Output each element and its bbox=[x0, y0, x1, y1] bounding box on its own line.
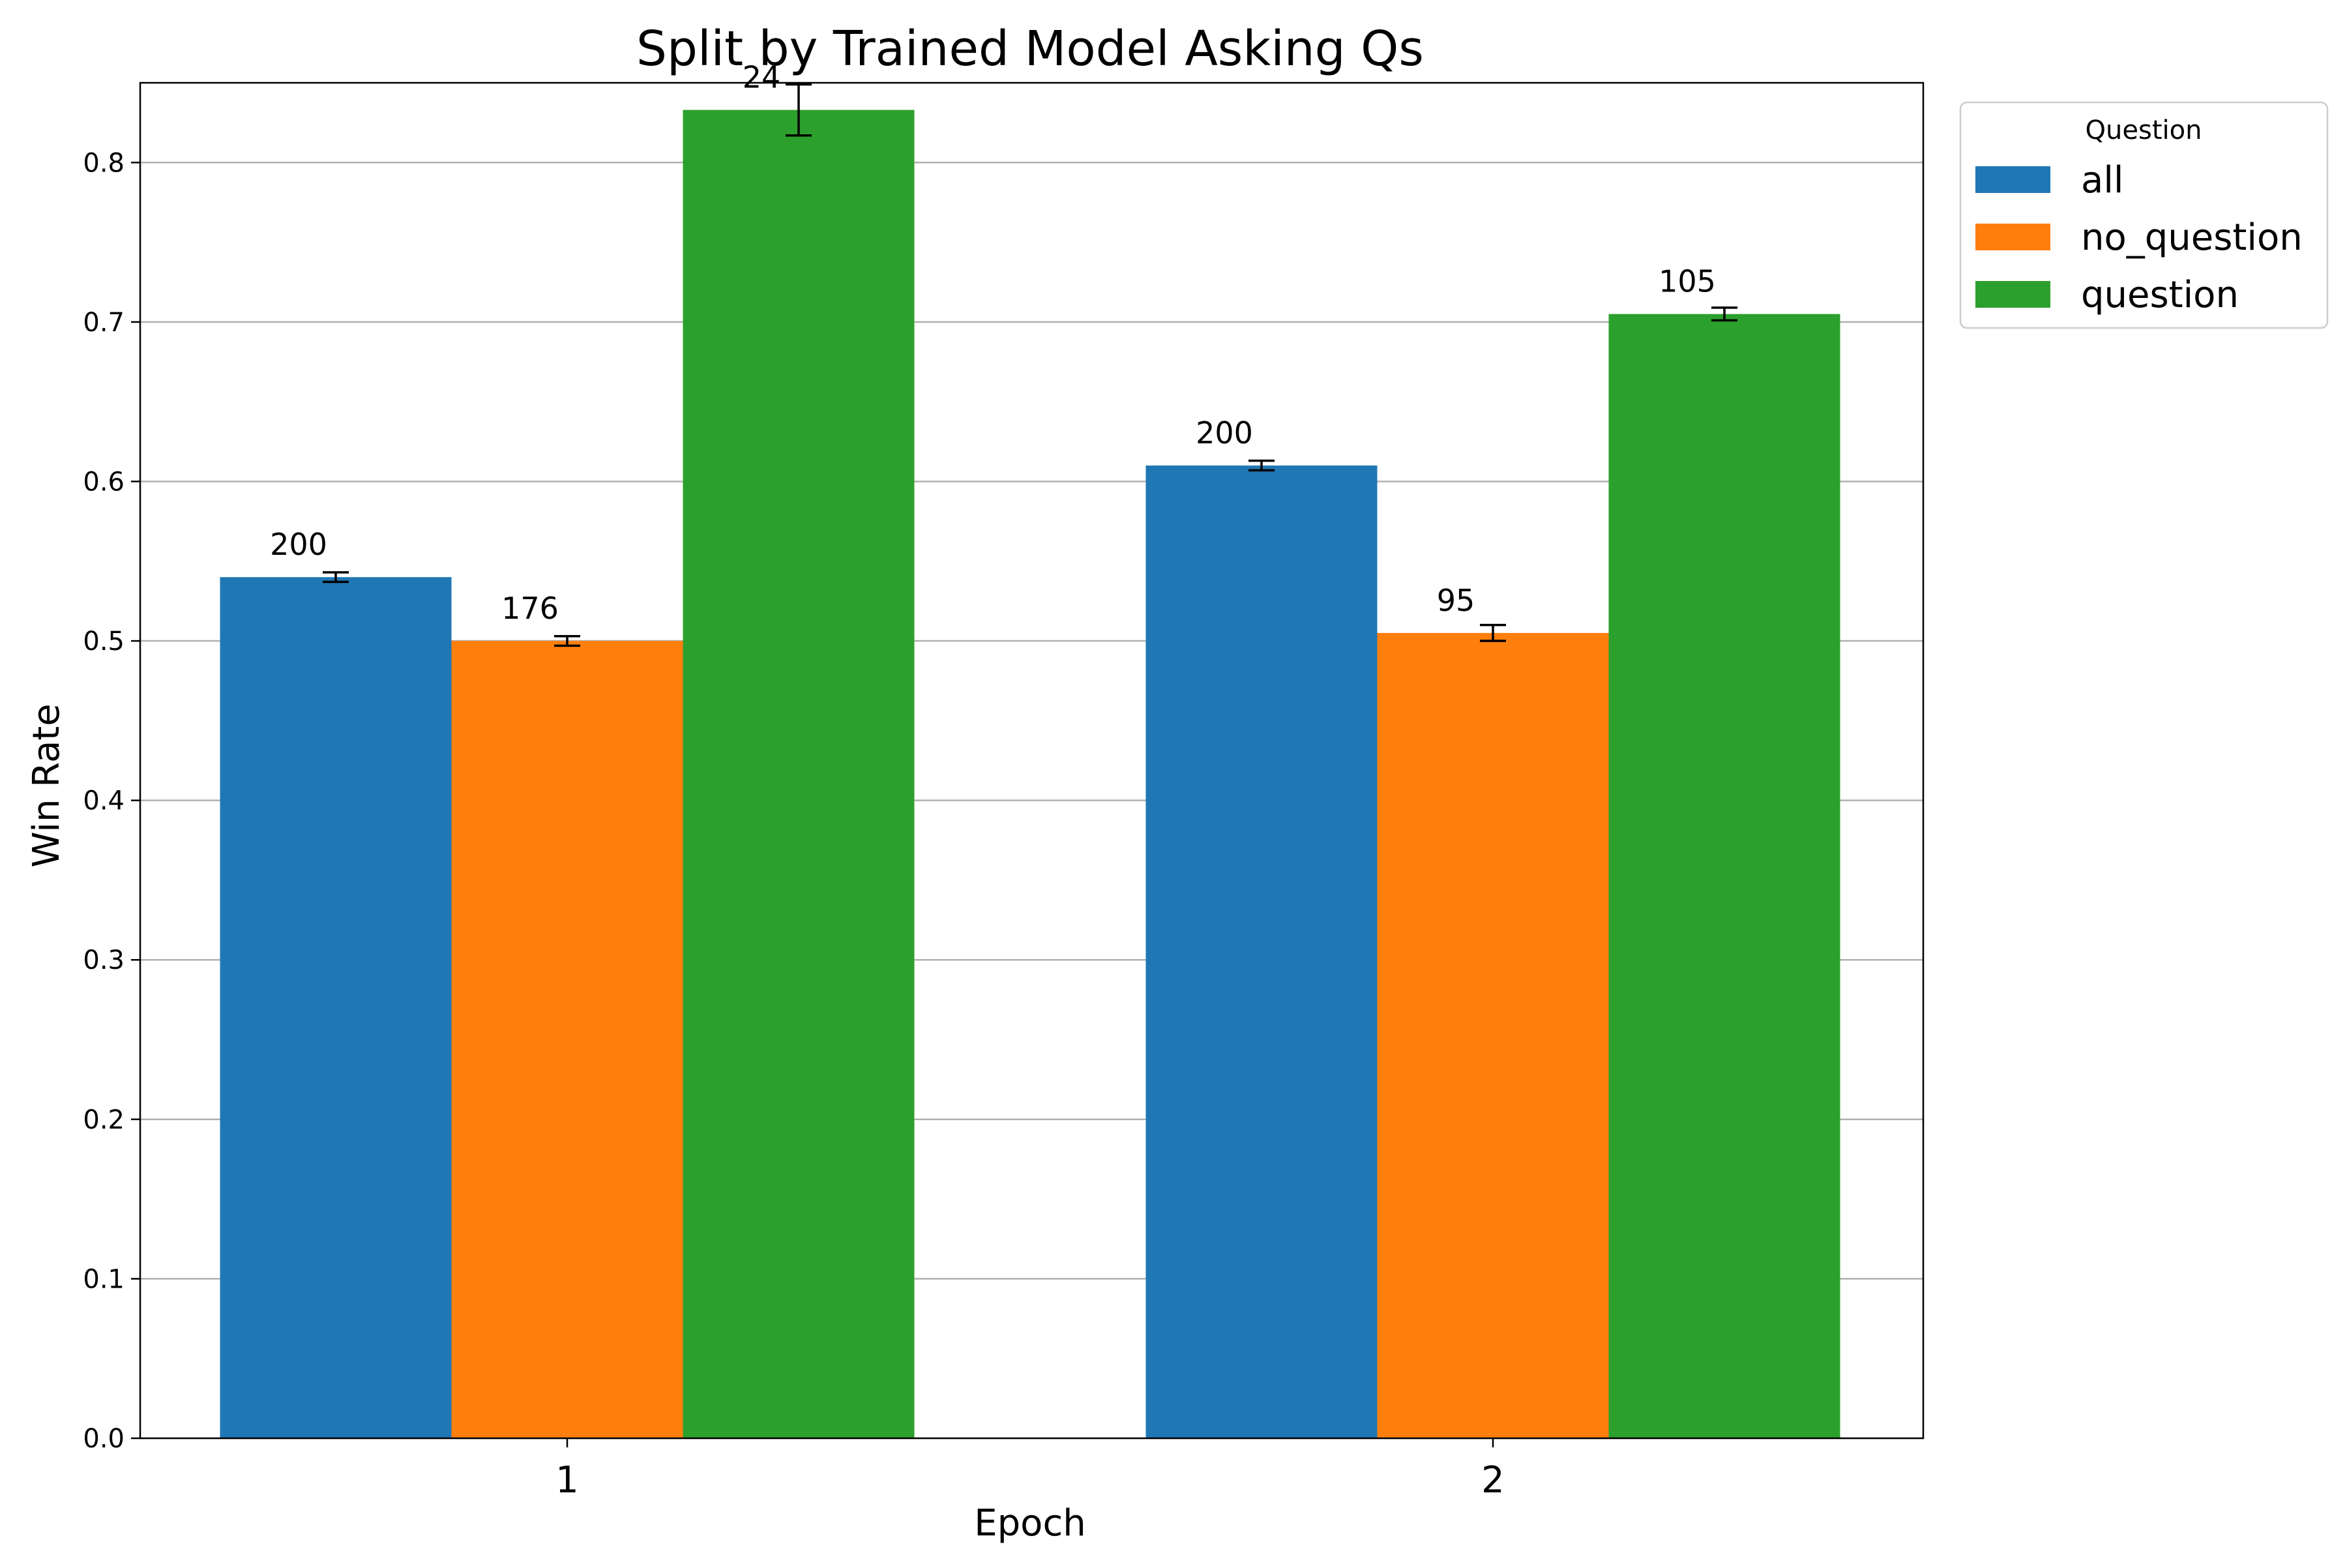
x-tick-label: 1 bbox=[555, 1459, 579, 1501]
bars bbox=[220, 110, 1840, 1439]
y-tick-label: 0.3 bbox=[83, 945, 125, 975]
x-axis-label: Epoch bbox=[974, 1502, 1085, 1545]
bar-all-2 bbox=[1145, 466, 1378, 1439]
y-tick-label: 0.1 bbox=[83, 1264, 125, 1294]
bar-labels: 200 176 24 200 95 105 bbox=[270, 60, 1716, 626]
y-tick-label: 0.5 bbox=[83, 627, 125, 657]
legend: Question all no_question question bbox=[1959, 101, 2329, 329]
bar-question-2 bbox=[1608, 314, 1840, 1438]
bar-count-label: 200 bbox=[1196, 415, 1253, 451]
chart-title: Split by Trained Model Asking Qs bbox=[636, 21, 1424, 77]
legend-swatch-question bbox=[1975, 281, 2050, 308]
legend-swatch-all bbox=[1975, 166, 2050, 193]
bar-count-label: 105 bbox=[1659, 264, 1716, 299]
y-tick-label: 0.2 bbox=[83, 1105, 125, 1135]
x-tick-label: 2 bbox=[1481, 1459, 1505, 1501]
error-bars bbox=[323, 83, 1737, 647]
bar-count-label: 200 bbox=[270, 527, 327, 562]
bar-question-1 bbox=[683, 110, 915, 1439]
y-axis-label: Win Rate bbox=[25, 703, 68, 867]
y-tick-label: 0.8 bbox=[83, 148, 125, 178]
legend-title: Question bbox=[2086, 115, 2202, 145]
plot-frame bbox=[139, 81, 1925, 1440]
y-tick-label: 0.4 bbox=[83, 786, 125, 816]
legend-box bbox=[1959, 101, 2329, 329]
y-tick-label: 0.0 bbox=[83, 1424, 125, 1454]
y-tick-label: 0.7 bbox=[83, 308, 125, 338]
axes: 0.0 0.1 0.2 0.3 0.4 0.5 0.6 0.7 0.8 1 2 bbox=[83, 148, 1504, 1501]
bar-no_question-2 bbox=[1377, 632, 1609, 1439]
bar-count-label: 95 bbox=[1437, 583, 1475, 618]
bar-all-1 bbox=[220, 577, 452, 1438]
bar-count-label: 24 bbox=[743, 60, 781, 95]
legend-label-question: question bbox=[2081, 274, 2239, 316]
y-tick-label: 0.6 bbox=[83, 467, 125, 497]
legend-swatch-no_question bbox=[1975, 224, 2050, 250]
legend-label-no_question: no_question bbox=[2081, 216, 2303, 259]
bar-no_question-1 bbox=[451, 641, 683, 1438]
legend-items: all no_question question bbox=[1975, 159, 2303, 316]
legend-label-all: all bbox=[2081, 159, 2123, 201]
bar-count-label: 176 bbox=[501, 591, 559, 626]
